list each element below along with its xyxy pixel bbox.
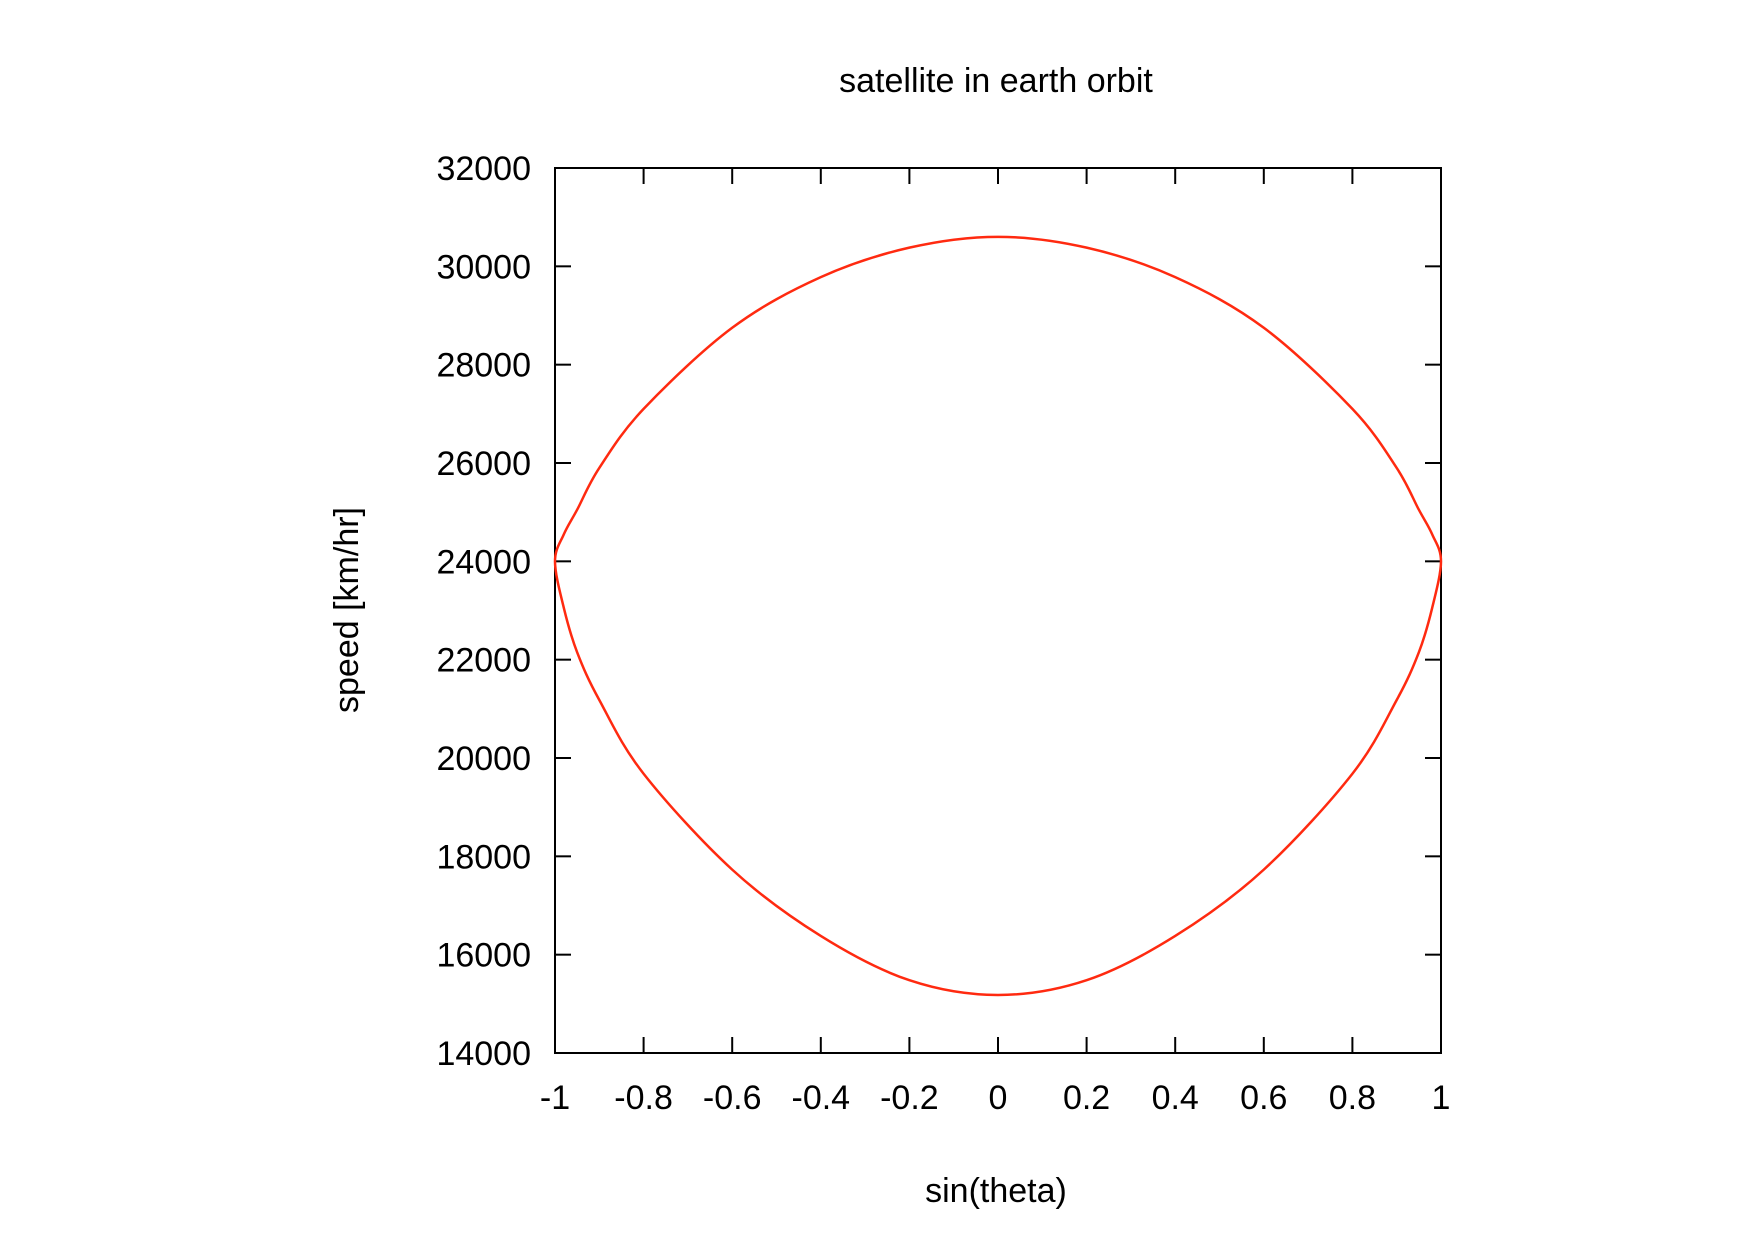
y-axis-label: speed [km/hr] [328,507,366,713]
y-tick-label: 18000 [436,838,531,876]
x-tick-label: -0.4 [792,1079,851,1117]
y-tick-label: 16000 [436,937,531,975]
y-tick-label: 26000 [436,445,531,483]
x-tick-label: 0.2 [1063,1079,1110,1117]
chart-title: satellite in earth orbit [839,62,1153,100]
y-tick-label: 28000 [436,347,531,385]
y-tick-label: 20000 [436,740,531,778]
y-tick-label: 32000 [436,150,531,188]
x-axis-label: sin(theta) [925,1172,1067,1210]
x-tick-label: 1 [1432,1079,1451,1117]
x-tick-label: -0.6 [703,1079,762,1117]
x-tick-label: 0.4 [1152,1079,1199,1117]
x-tick-label: 0.8 [1329,1079,1376,1117]
y-tick-label: 24000 [436,543,531,581]
x-tick-label: 0 [989,1079,1008,1117]
series-line-0 [553,235,1443,997]
y-tick-label: 22000 [436,642,531,680]
plot-frame [554,167,1442,1054]
x-tick-label: -1 [540,1079,570,1117]
y-tick-label: 14000 [436,1035,531,1073]
y-ticks: 14000 16000 18000 20000 22000 24000 26000 28000… [436,150,1441,1073]
x-tick-label: 0.6 [1240,1079,1287,1117]
x-tick-label: -0.8 [614,1079,673,1117]
x-ticks: -1 -0.8 -0.6 -0.4 -0.2 0 0.2 0.4 0.6 0.8 1 [540,168,1451,1117]
x-tick-label: -0.2 [880,1079,939,1117]
y-tick-label: 30000 [436,248,531,286]
